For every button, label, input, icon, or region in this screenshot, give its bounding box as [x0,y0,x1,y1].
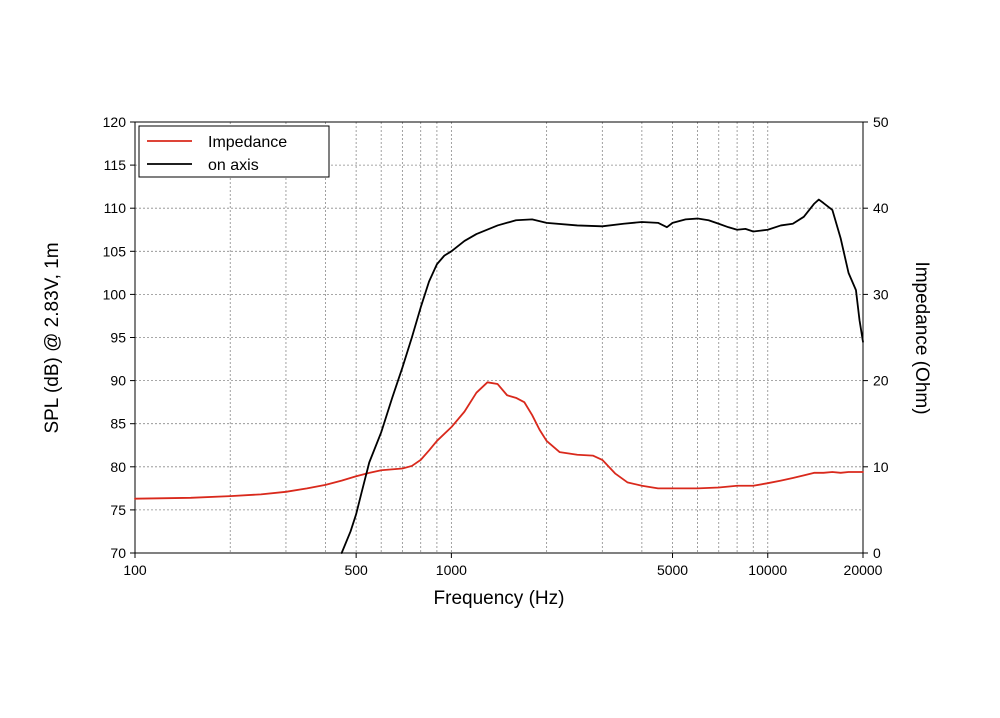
x-tick-label: 100 [123,562,147,578]
y-tick-label: 120 [103,114,127,130]
y-tick-label: 90 [110,373,126,389]
x-tick-label: 5000 [657,562,688,578]
series-lines [134,198,864,554]
y2-tick-label: 0 [873,545,881,561]
y2-tick-label: 30 [873,286,889,302]
y2-tick-label: 40 [873,200,889,216]
tick-marks [130,121,868,558]
x-tick-labels: 100 500 1000 5000 10000 20000 [123,562,882,578]
y-tick-label: 115 [104,157,127,173]
y-axis-title: SPL (dB) @ 2.83V, 1m [42,242,63,433]
x-tick-label: 1000 [436,562,467,578]
y-tick-label: 85 [110,416,126,432]
series-line-on-axis [340,198,864,554]
grid-lines [135,122,863,553]
series-line-impedance [134,381,864,500]
x-axis-title: Frequency (Hz) [434,588,565,609]
y2-tick-labels: 0 10 20 30 40 50 [873,114,889,561]
y2-axis-title: Impedance (Ohm) [911,261,932,414]
y-tick-label: 80 [110,459,126,475]
y-tick-label: 75 [110,502,126,518]
x-tick-label: 500 [344,562,368,578]
y-tick-label: 110 [104,200,127,216]
legend-box [138,125,330,178]
y2-tick-label: 50 [873,114,889,130]
y2-tick-label: 20 [873,373,889,389]
y-tick-label: 105 [103,243,127,259]
legend-label-impedance: Impedance [208,134,287,151]
legend-label-on-axis: on axis [208,157,259,174]
y-tick-label: 100 [103,286,127,302]
legend: Impedance on axis [138,125,330,178]
y-tick-labels: 70 75 80 85 90 95 100 105 110 115 120 [103,114,127,561]
x-tick-label: 10000 [748,562,787,578]
x-tick-label: 20000 [844,562,883,578]
y-tick-label: 95 [110,330,126,346]
y2-tick-label: 10 [873,459,889,475]
y-tick-label: 70 [110,545,126,561]
